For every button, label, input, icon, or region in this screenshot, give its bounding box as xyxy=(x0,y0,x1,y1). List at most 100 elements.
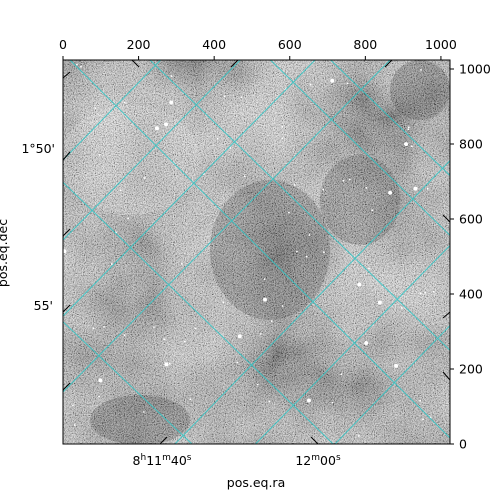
star xyxy=(330,78,335,83)
edge-tick xyxy=(442,311,451,319)
star xyxy=(256,383,259,386)
top-tick-label: 0 xyxy=(59,37,67,52)
star xyxy=(80,65,82,68)
star xyxy=(394,363,399,368)
star xyxy=(143,411,145,413)
star xyxy=(308,234,311,236)
dec-tick xyxy=(62,228,71,237)
right-tick-label: 0 xyxy=(459,437,467,452)
star xyxy=(305,255,308,258)
ra-tick xyxy=(310,436,319,445)
star xyxy=(323,251,325,254)
y-axis-label: pos.eq.dec xyxy=(0,219,10,287)
star xyxy=(229,147,232,149)
grid-line xyxy=(269,60,450,237)
star xyxy=(424,291,427,294)
grid-line xyxy=(63,60,162,161)
star xyxy=(223,95,226,98)
top-edge-ticks xyxy=(131,59,393,68)
star xyxy=(127,217,130,220)
star xyxy=(222,301,225,304)
grid-line xyxy=(334,324,450,444)
ra-tick xyxy=(159,436,168,445)
dec-tick xyxy=(62,151,71,161)
grid-line xyxy=(149,60,450,352)
star xyxy=(262,297,267,302)
grid-line xyxy=(63,181,334,444)
grid-line xyxy=(63,321,193,444)
star xyxy=(309,83,312,86)
star xyxy=(180,262,183,265)
star xyxy=(419,292,422,295)
grid-line xyxy=(174,159,450,444)
star xyxy=(164,122,169,127)
star xyxy=(243,175,246,178)
star xyxy=(240,96,243,99)
star xyxy=(216,137,219,140)
star xyxy=(92,327,95,330)
dec-tick xyxy=(62,382,71,391)
right-tick-label: 1000 xyxy=(459,62,491,77)
star xyxy=(281,305,284,307)
x-axis-label: pos.eq.ra xyxy=(227,475,285,490)
star xyxy=(413,186,418,191)
right-edge-ticks xyxy=(442,214,451,381)
star xyxy=(123,334,126,337)
bottom-world-axis: 8h11m40s 12m00s xyxy=(133,436,341,468)
dec-tick-label: 55' xyxy=(34,298,53,313)
top-pixel-axis: 0 200 400 600 800 1000 xyxy=(59,37,457,60)
star xyxy=(420,69,422,71)
star xyxy=(63,249,67,254)
star xyxy=(281,125,284,128)
star xyxy=(119,189,122,192)
star xyxy=(364,341,369,346)
top-tick-label: 400 xyxy=(202,37,226,52)
star xyxy=(270,320,273,323)
star xyxy=(71,404,74,407)
star xyxy=(368,267,370,270)
edge-tick xyxy=(131,59,140,68)
star xyxy=(163,338,166,341)
star xyxy=(400,307,403,309)
star xyxy=(293,184,296,186)
star xyxy=(189,398,192,401)
grid-line xyxy=(69,60,450,439)
right-tick-label: 400 xyxy=(459,287,483,302)
coordinate-grid xyxy=(63,60,450,444)
star xyxy=(237,334,242,339)
star xyxy=(169,100,174,105)
image-noise xyxy=(63,60,450,444)
star xyxy=(388,190,393,195)
star xyxy=(236,361,239,364)
dec-tick-label: 1°50' xyxy=(21,141,55,156)
top-tick-label: 800 xyxy=(353,37,377,52)
ra-tick-label: 8h11m40s xyxy=(133,453,192,468)
star xyxy=(153,326,155,328)
top-tick-label: 1000 xyxy=(425,37,457,52)
star xyxy=(98,378,103,383)
right-tick-label: 800 xyxy=(459,137,483,152)
star xyxy=(63,111,65,114)
edge-tick xyxy=(230,59,239,68)
right-tick-label: 600 xyxy=(459,212,483,227)
star xyxy=(259,333,262,335)
astronomical-image xyxy=(63,60,450,444)
edge-tick xyxy=(442,371,451,381)
grid-line xyxy=(329,60,450,177)
star xyxy=(94,107,97,110)
star xyxy=(268,400,271,403)
grid-line xyxy=(63,60,242,241)
star xyxy=(342,179,345,182)
edge-tick xyxy=(384,59,393,68)
star xyxy=(110,263,113,265)
star xyxy=(154,126,159,131)
star xyxy=(322,188,325,191)
star xyxy=(183,340,186,343)
star xyxy=(419,399,422,402)
star xyxy=(410,145,413,148)
star xyxy=(103,325,105,328)
star xyxy=(281,137,284,140)
star xyxy=(168,362,171,365)
star xyxy=(98,395,100,398)
